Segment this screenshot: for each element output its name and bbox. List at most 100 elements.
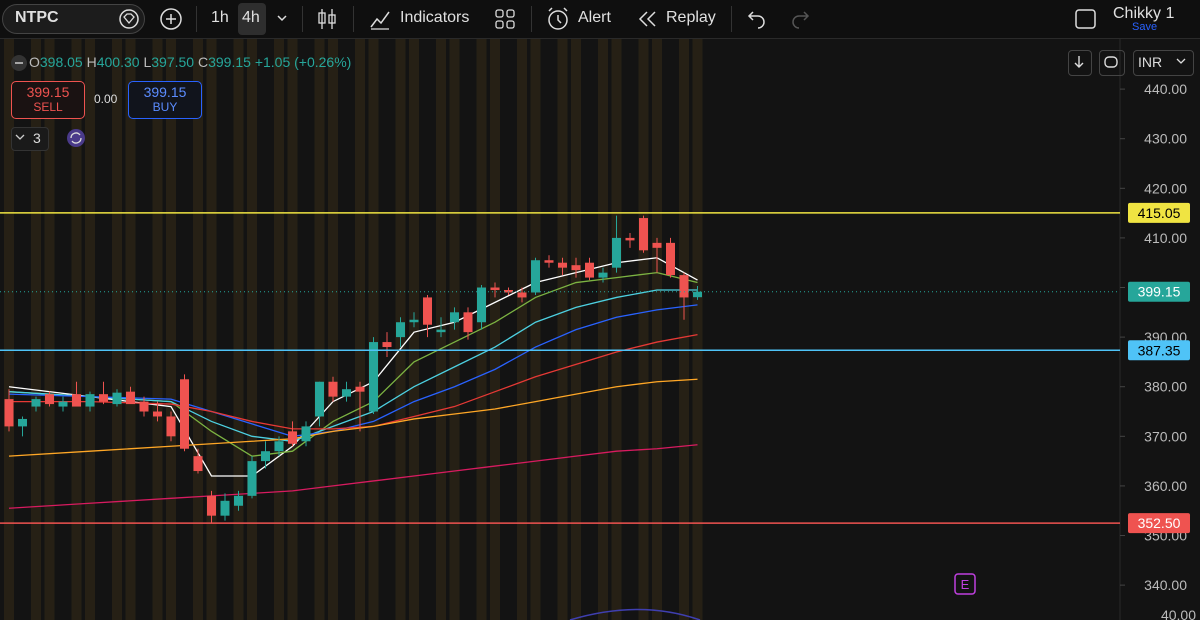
- session-stripe: [287, 39, 298, 620]
- y-tick-label: 440.00: [1144, 81, 1187, 97]
- fit-button[interactable]: [1099, 50, 1125, 76]
- indicators-button[interactable]: Indicators: [400, 9, 470, 26]
- candle-body: [598, 272, 608, 278]
- symbol-box[interactable]: [2, 4, 145, 34]
- symbol[interactable]: NTPC: [15, 9, 59, 26]
- moving-average: [8, 444, 698, 509]
- replay-button[interactable]: Replay: [666, 9, 716, 26]
- legend-key: L: [143, 54, 152, 70]
- session-stripe: [355, 39, 365, 620]
- y-tick-label: 430.00: [1144, 131, 1187, 147]
- candle-body: [423, 297, 432, 325]
- candle-body: [99, 394, 108, 402]
- legend-value: 397.50: [151, 54, 195, 70]
- y-tick-label: 420.00: [1144, 180, 1187, 196]
- interval[interactable]: 1h: [211, 9, 229, 26]
- moving-average: [8, 257, 698, 477]
- price-label-box: [1128, 281, 1190, 302]
- candle-body: [207, 495, 216, 516]
- divider: [353, 6, 354, 32]
- sync-icon[interactable]: [66, 128, 86, 148]
- y-tick-label: 410.00: [1144, 230, 1187, 246]
- candle-body: [558, 262, 567, 268]
- alert-button[interactable]: Alert: [578, 9, 611, 26]
- add-symbol[interactable]: [159, 7, 183, 31]
- candle-body: [477, 287, 486, 323]
- legend-value: 398.05: [39, 54, 83, 70]
- candle-body: [463, 312, 473, 333]
- interval[interactable]: 4h: [242, 9, 260, 26]
- candle-body: [517, 292, 527, 298]
- session-stripe: [274, 39, 284, 620]
- session-stripe: [328, 39, 338, 620]
- currency[interactable]: INR: [1138, 54, 1163, 70]
- undo[interactable]: [747, 9, 767, 29]
- candle-body: [531, 260, 540, 293]
- indicators-icon[interactable]: [368, 7, 392, 31]
- candle-body: [639, 218, 648, 251]
- layout-name[interactable]: Chikky 1: [1113, 5, 1175, 22]
- layout-icon[interactable]: [494, 8, 516, 30]
- candle-body: [126, 391, 135, 405]
- candle-body: [490, 287, 500, 290]
- divider: [531, 6, 532, 32]
- legend-value: 400.30: [96, 54, 140, 70]
- session-stripe: [692, 39, 703, 620]
- save[interactable]: Save: [1132, 21, 1158, 33]
- session-stripe: [409, 39, 419, 620]
- candle-body: [382, 342, 392, 348]
- indicator-curve: [569, 608, 701, 620]
- candle-body: [166, 416, 176, 437]
- alert-icon[interactable]: [545, 6, 571, 32]
- candle-body: [369, 342, 378, 412]
- indicator-tick: 40.00: [1161, 607, 1196, 620]
- buy-button[interactable]: 399.15 BUY: [128, 81, 202, 119]
- session-stripe: [638, 39, 649, 620]
- session-stripe: [112, 39, 122, 620]
- layout-toggle[interactable]: [1074, 8, 1098, 30]
- candle-body: [585, 262, 594, 278]
- currency-select[interactable]: [1133, 50, 1194, 76]
- currency-dropdown[interactable]: [1176, 58, 1186, 66]
- chart-type[interactable]: [316, 7, 338, 31]
- redo[interactable]: [790, 9, 810, 29]
- fit-icon[interactable]: [1103, 54, 1119, 70]
- candle-body: [220, 500, 230, 516]
- event-marker-box[interactable]: [954, 573, 976, 595]
- candle-body: [315, 381, 324, 417]
- sell-button[interactable]: 399.15 SELL: [11, 81, 85, 119]
- scroll-button[interactable]: [1068, 50, 1092, 76]
- session-stripe: [368, 39, 379, 620]
- interval-dropdown[interactable]: [276, 12, 288, 24]
- price-label-box: [1128, 202, 1190, 223]
- moving-average: [9, 333, 698, 430]
- symbol-icon[interactable]: [118, 8, 140, 30]
- candle-body: [247, 461, 257, 496]
- session-stripe: [652, 39, 662, 620]
- session-stripe: [152, 39, 163, 620]
- replay-icon[interactable]: [637, 9, 659, 29]
- price-label-box: [1128, 513, 1190, 534]
- event-marker[interactable]: E: [961, 577, 970, 592]
- candle-body: [180, 379, 189, 449]
- candle-body: [193, 456, 203, 472]
- legend-toggle[interactable]: [10, 54, 28, 72]
- candle-body: [45, 394, 54, 405]
- candle-body: [544, 260, 554, 263]
- session-stripe: [4, 39, 14, 620]
- y-tick-label: 380.00: [1144, 379, 1187, 395]
- session-stripe: [611, 39, 622, 620]
- candle-body: [139, 401, 149, 412]
- collapse-icon[interactable]: [15, 134, 25, 142]
- candle-body: [18, 418, 27, 427]
- candle-body: [288, 431, 297, 444]
- down-icon[interactable]: [1072, 55, 1086, 69]
- candle-body: [612, 237, 621, 268]
- candle-body: [679, 275, 689, 298]
- candle-body: [85, 394, 95, 407]
- session-stripe: [247, 39, 257, 620]
- session-stripe: [193, 39, 203, 620]
- divider: [302, 6, 303, 32]
- indicator-count-box[interactable]: [11, 127, 49, 151]
